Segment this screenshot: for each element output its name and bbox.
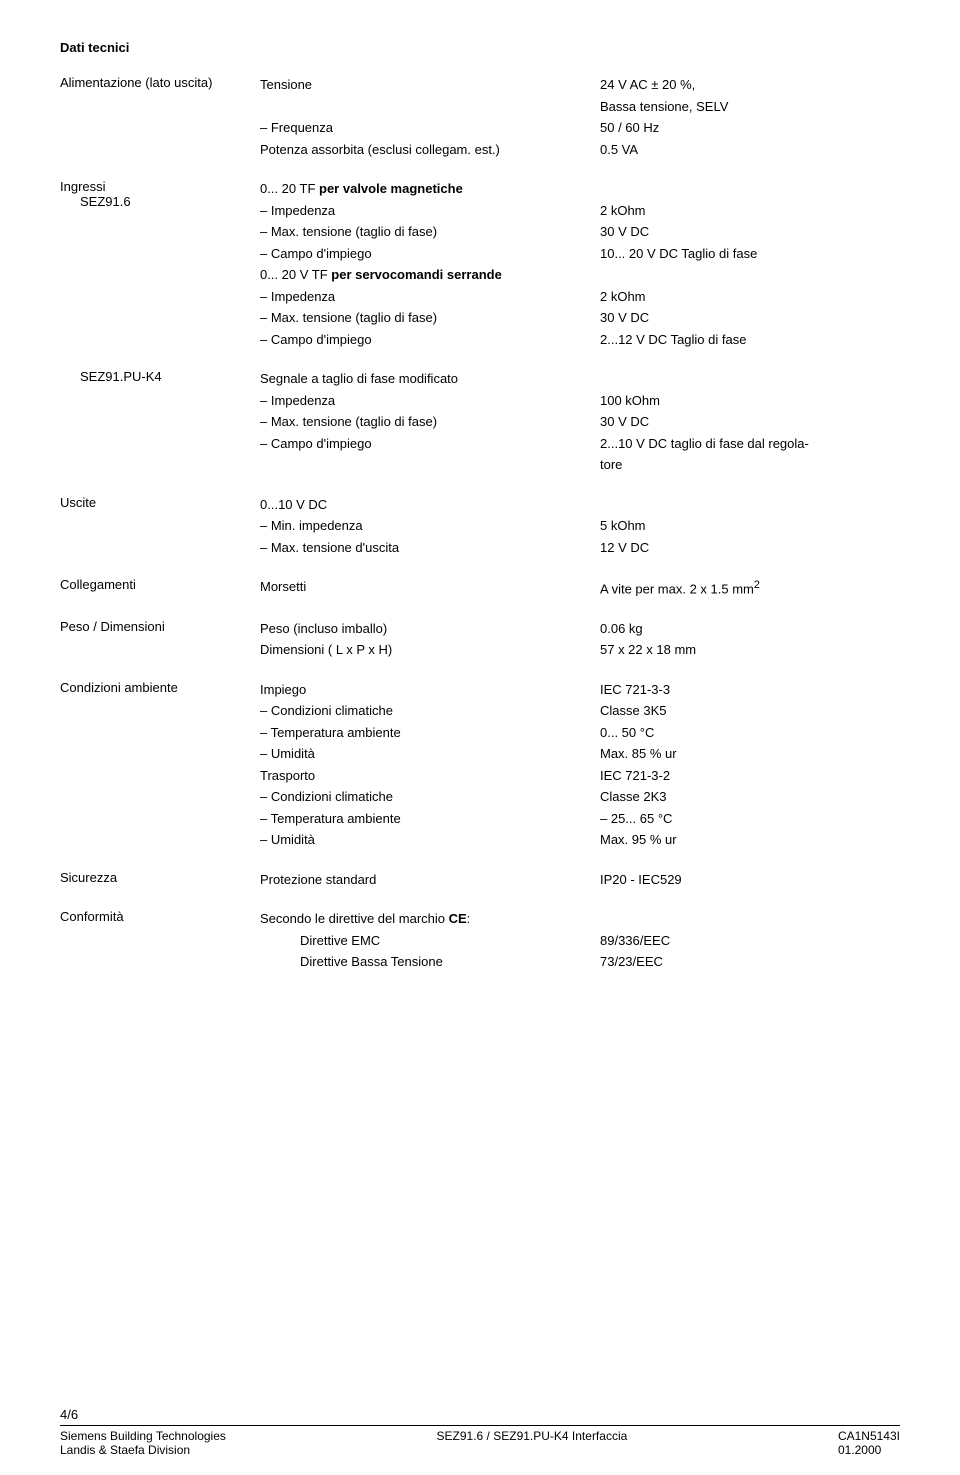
row-name: Trasporto	[260, 766, 600, 786]
row-name: – Temperatura ambiente	[260, 723, 600, 743]
block-ingressi: Ingressi SEZ91.6 0... 20 TF per valvole …	[60, 179, 900, 351]
block-uscite: Uscite 0...10 V DC – Min. impedenza 5 kO…	[60, 495, 900, 560]
row-value: 57 x 22 x 18 mm	[600, 640, 900, 660]
row-value: Classe 3K5	[600, 701, 900, 721]
row-value: 89/336/EEC	[600, 931, 900, 951]
block-sezpu: SEZ91.PU-K4 Segnale a taglio di fase mod…	[60, 369, 900, 477]
row-value: 24 V AC ± 20 %,	[600, 75, 900, 95]
row-name: Direttive Bassa Tensione	[260, 952, 600, 972]
row-name: Secondo le direttive del marchio CE:	[260, 909, 600, 929]
row-value: 73/23/EEC	[600, 952, 900, 972]
label-condizioni: Condizioni ambiente	[60, 680, 260, 852]
row-name: 0... 20 V TF per servocomandi serrande	[260, 265, 600, 285]
block-collegamenti: Collegamenti Morsetti A vite per max. 2 …	[60, 577, 900, 601]
row-name: – Frequenza	[260, 118, 600, 138]
row-value: 2 kOhm	[600, 201, 900, 221]
row-name: 0... 20 TF per valvole magnetiche	[260, 179, 600, 199]
row-value: 30 V DC	[600, 412, 900, 432]
label-collegamenti: Collegamenti	[60, 577, 260, 601]
block-sicurezza: Sicurezza Protezione standard IP20 - IEC…	[60, 870, 900, 892]
block-peso: Peso / Dimensioni Peso (incluso imballo)…	[60, 619, 900, 662]
row-value: – 25... 65 °C	[600, 809, 900, 829]
row-name: – Condizioni climatiche	[260, 701, 600, 721]
row-name: Direttive EMC	[260, 931, 600, 951]
row-value: 2 kOhm	[600, 287, 900, 307]
row-value: Classe 2K3	[600, 787, 900, 807]
row-value: 30 V DC	[600, 222, 900, 242]
row-value: 100 kOhm	[600, 391, 900, 411]
row-name: Morsetti	[260, 577, 600, 599]
row-name: – Max. tensione (taglio di fase)	[260, 222, 600, 242]
label-alimentazione: Alimentazione (lato uscita)	[60, 75, 260, 161]
row-value: 0.5 VA	[600, 140, 900, 160]
row-name: – Campo d'impiego	[260, 330, 600, 350]
row-name: – Condizioni climatiche	[260, 787, 600, 807]
row-name: – Impedenza	[260, 201, 600, 221]
row-name: Segnale a taglio di fase modificato	[260, 369, 600, 389]
label-peso: Peso / Dimensioni	[60, 619, 260, 662]
section-title: Dati tecnici	[60, 40, 900, 55]
row-name: Impiego	[260, 680, 600, 700]
footer-right: CA1N5143I 01.2000	[838, 1429, 900, 1457]
row-name: – Impedenza	[260, 391, 600, 411]
row-name: Potenza assorbita (esclusi collegam. est…	[260, 140, 600, 160]
row-value: IEC 721-3-3	[600, 680, 900, 700]
row-name: Peso (incluso imballo)	[260, 619, 600, 639]
row-name: – Impedenza	[260, 287, 600, 307]
row-name: Dimensioni ( L x P x H)	[260, 640, 600, 660]
row-value: Max. 95 % ur	[600, 830, 900, 850]
row-value: 50 / 60 Hz	[600, 118, 900, 138]
row-name: – Campo d'impiego	[260, 244, 600, 264]
row-value: 30 V DC	[600, 308, 900, 328]
label-sicurezza: Sicurezza	[60, 870, 260, 892]
footer-left: Siemens Building Technologies Landis & S…	[60, 1429, 226, 1457]
row-name: Tensione	[260, 75, 600, 95]
label-conformita: Conformità	[60, 909, 260, 974]
row-name: – Umidità	[260, 830, 600, 850]
footer-area: 4/6 Siemens Building Technologies Landis…	[60, 1407, 900, 1457]
row-name: – Temperatura ambiente	[260, 809, 600, 829]
label-sezpu: SEZ91.PU-K4	[60, 369, 260, 477]
row-name: – Max. tensione (taglio di fase)	[260, 308, 600, 328]
block-alimentazione: Alimentazione (lato uscita) Tensione 24 …	[60, 75, 900, 161]
row-value: 10... 20 V DC Taglio di fase	[600, 244, 900, 264]
row-value: Max. 85 % ur	[600, 744, 900, 764]
block-conformita: Conformità Secondo le direttive del marc…	[60, 909, 900, 974]
label-ingressi: Ingressi	[60, 179, 250, 194]
row-value: 5 kOhm	[600, 516, 900, 536]
row-name: – Max. tensione d'uscita	[260, 538, 600, 558]
row-value: IEC 721-3-2	[600, 766, 900, 786]
label-sez916: SEZ91.6	[60, 194, 250, 209]
row-value: tore	[600, 455, 900, 475]
footer-center: SEZ91.6 / SEZ91.PU-K4 Interfaccia	[437, 1429, 628, 1457]
block-condizioni: Condizioni ambiente Impiego IEC 721-3-3 …	[60, 680, 900, 852]
row-name: – Campo d'impiego	[260, 434, 600, 454]
row-name: – Min. impedenza	[260, 516, 600, 536]
row-value: A vite per max. 2 x 1.5 mm2	[600, 577, 900, 599]
row-name: – Umidità	[260, 744, 600, 764]
row-value: 2...12 V DC Taglio di fase	[600, 330, 900, 350]
row-name: – Max. tensione (taglio di fase)	[260, 412, 600, 432]
row-value: 0... 50 °C	[600, 723, 900, 743]
label-uscite: Uscite	[60, 495, 260, 560]
row-name	[260, 97, 600, 117]
footer-pagenum: 4/6	[60, 1407, 900, 1422]
row-value: IP20 - IEC529	[600, 870, 900, 890]
row-value: Bassa tensione, SELV	[600, 97, 900, 117]
row-value: 12 V DC	[600, 538, 900, 558]
row-name: Protezione standard	[260, 870, 600, 890]
row-name: 0...10 V DC	[260, 495, 600, 515]
row-value: 0.06 kg	[600, 619, 900, 639]
row-value: 2...10 V DC taglio di fase dal regola-	[600, 434, 900, 454]
